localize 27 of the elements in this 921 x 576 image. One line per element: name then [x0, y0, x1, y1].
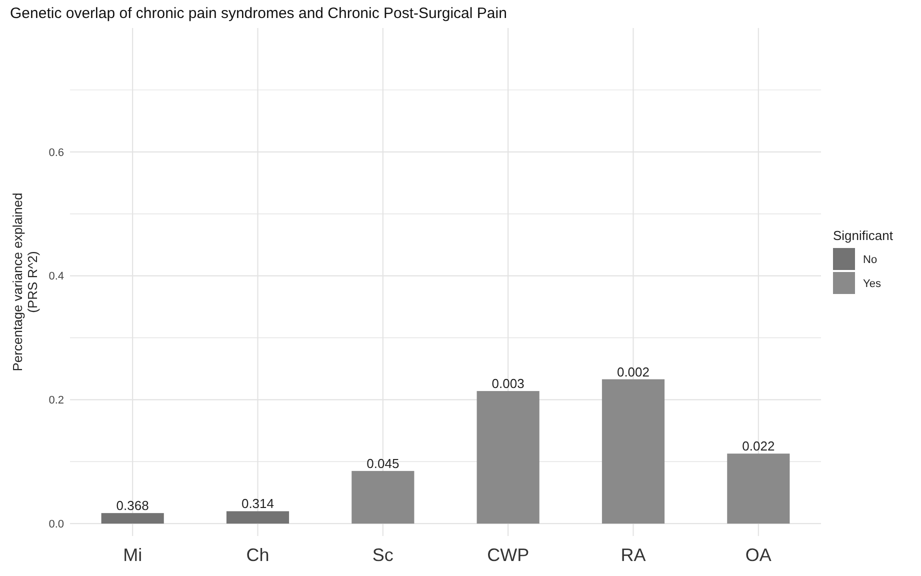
y-tick-label: 0.0: [48, 518, 64, 530]
annotation: 0.022: [742, 438, 775, 454]
bar: [602, 379, 665, 524]
annotation: 0.003: [492, 376, 524, 392]
y-tick-label: 0.6: [48, 146, 64, 159]
annotation: 0.368: [116, 498, 149, 514]
legend-label: Yes: [863, 278, 882, 290]
chart-title: Genetic overlap of chronic pain syndromes and Chronic Post-Surgical Pain: [10, 5, 507, 22]
y-tick-label: 0.4: [48, 270, 64, 283]
bar: [226, 511, 290, 524]
bar: [476, 391, 540, 524]
legend-label: No: [863, 254, 878, 266]
bar: [727, 454, 790, 524]
annotation: 0.045: [366, 456, 400, 471]
legend-title: Significant: [833, 228, 894, 243]
y-tick-label: 0.2: [48, 394, 64, 407]
y-axis-title: Percentage variance explained (PRS R^2): [10, 192, 40, 372]
x-tick-label: Mi: [123, 545, 142, 565]
x-tick-label: Ch: [246, 545, 270, 565]
bar: [352, 470, 414, 524]
annotation: 0.314: [241, 496, 274, 512]
x-tick-label: RA: [620, 545, 646, 565]
annotation: 0.002: [616, 364, 650, 380]
bar: [101, 513, 164, 524]
x-tick-label: Sc: [372, 545, 394, 565]
x-tick-label: OA: [745, 545, 772, 565]
x-tick-label: CWP: [487, 545, 530, 565]
